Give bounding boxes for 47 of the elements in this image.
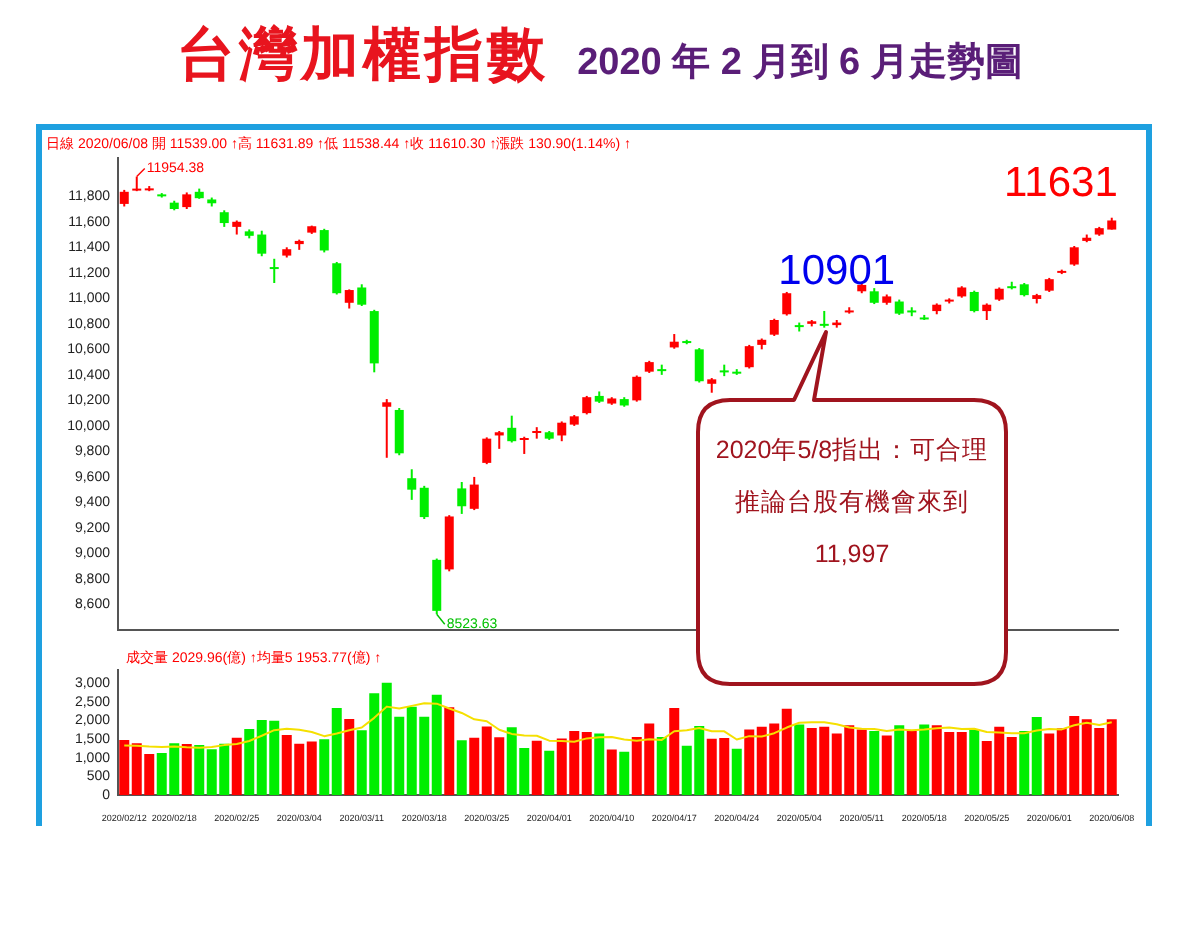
candlestick bbox=[357, 283, 367, 307]
bar bbox=[731, 748, 742, 796]
candlestick bbox=[582, 394, 592, 416]
bar bbox=[619, 751, 630, 796]
bar bbox=[606, 749, 617, 796]
bar bbox=[444, 707, 455, 796]
bar bbox=[656, 736, 667, 796]
bar bbox=[894, 725, 905, 796]
bar bbox=[544, 750, 555, 796]
candlestick bbox=[632, 374, 642, 403]
candlestick bbox=[269, 257, 279, 285]
bar bbox=[669, 708, 680, 796]
candlestick bbox=[482, 436, 492, 466]
candlestick bbox=[382, 398, 392, 459]
candlestick bbox=[419, 484, 429, 521]
bar bbox=[794, 724, 805, 796]
bar bbox=[531, 740, 542, 796]
candlestick bbox=[969, 289, 979, 314]
bar bbox=[344, 718, 355, 796]
bar bbox=[231, 737, 242, 796]
candlestick bbox=[319, 227, 329, 254]
candlestick bbox=[344, 288, 354, 310]
candlestick bbox=[407, 468, 417, 501]
candlestick bbox=[557, 420, 567, 443]
bar bbox=[869, 730, 880, 796]
bar bbox=[594, 733, 605, 796]
annotation: 10901 bbox=[778, 247, 896, 294]
bar bbox=[456, 740, 467, 796]
chart-title: 台灣加權指數 bbox=[177, 24, 550, 88]
candlestick bbox=[744, 343, 754, 370]
candlestick bbox=[457, 481, 467, 515]
candlestick bbox=[332, 260, 342, 296]
candlestick bbox=[1069, 245, 1079, 267]
bar bbox=[881, 735, 892, 796]
bar bbox=[181, 744, 192, 796]
bar bbox=[919, 724, 930, 796]
candlestick bbox=[394, 407, 404, 457]
bar bbox=[969, 729, 980, 796]
candlestick bbox=[819, 309, 829, 329]
candlestick bbox=[469, 475, 479, 512]
candlestick bbox=[507, 414, 517, 444]
candlestick bbox=[694, 347, 704, 384]
annotation: 2020年5/8指出：可合理推論台股有機會來到11,997 bbox=[713, 434, 991, 572]
annotation: 11631 bbox=[1004, 160, 1118, 207]
chart-subtitle: 2020 年 2 月到 6 月走勢圖 bbox=[577, 42, 1023, 84]
bar bbox=[906, 730, 917, 796]
candlestick bbox=[782, 290, 792, 317]
